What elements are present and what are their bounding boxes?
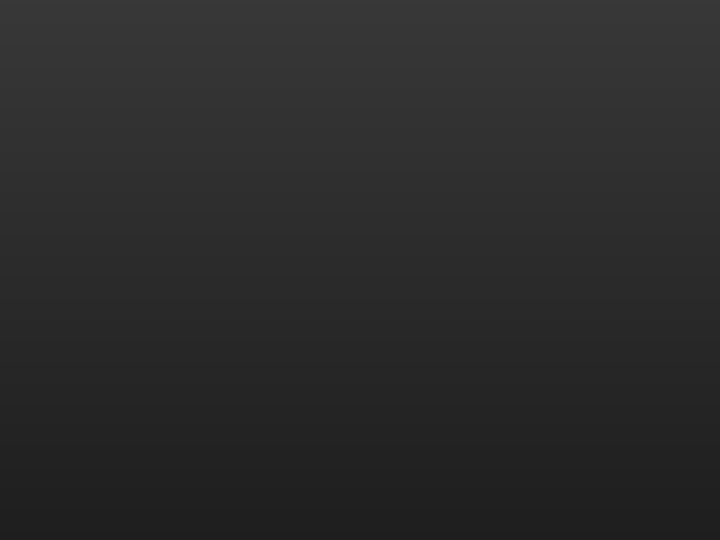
Text: Aspidophyline (9): Aspidophyline (9) bbox=[559, 463, 644, 473]
Text: H₃CO: H₃CO bbox=[67, 321, 87, 329]
Text: NH: NH bbox=[119, 166, 130, 176]
Text: R₁ = H, R₂ = CHO: R₁ = H, R₂ = CHO bbox=[559, 448, 644, 458]
Text: H: H bbox=[500, 349, 506, 355]
Text: H: H bbox=[498, 167, 503, 173]
Text: acetate hydrolysis: acetate hydrolysis bbox=[204, 230, 356, 248]
Text: N: N bbox=[516, 195, 522, 205]
Text: O: O bbox=[523, 323, 530, 333]
Text: R₂: R₂ bbox=[469, 390, 477, 400]
Text: O: O bbox=[479, 388, 485, 396]
Text: Family Structure of akuammiline: Family Structure of akuammiline bbox=[52, 20, 618, 51]
Text: N: N bbox=[479, 206, 485, 214]
Text: R = CH₂OAc  Picraline (3): R = CH₂OAc Picraline (3) bbox=[22, 457, 146, 467]
Text: NH: NH bbox=[521, 383, 532, 393]
Text: Additional loss of: Additional loss of bbox=[427, 448, 569, 466]
Text: H: H bbox=[114, 180, 120, 186]
Text: O: O bbox=[523, 141, 530, 151]
Text: R₁: R₁ bbox=[508, 349, 517, 359]
Text: O: O bbox=[86, 247, 93, 256]
Text: the acetoxymethyl: the acetoxymethyl bbox=[427, 464, 583, 482]
Text: H: H bbox=[526, 375, 531, 381]
Text: Strictamine (6) (R = H): Strictamine (6) (R = H) bbox=[552, 243, 665, 253]
Text: R: R bbox=[109, 349, 114, 359]
Text: H: H bbox=[459, 175, 464, 181]
Text: NH: NH bbox=[85, 381, 96, 390]
Text: Aspidodasycarpine (8): Aspidodasycarpine (8) bbox=[559, 433, 667, 443]
Text: 16: 16 bbox=[92, 231, 100, 235]
Text: Geissoschizine (5): Geissoschizine (5) bbox=[66, 260, 154, 270]
Text: alkaloids: alkaloids bbox=[258, 48, 412, 79]
Text: Akuammiline (7) (R = CH₂OAc): Akuammiline (7) (R = CH₂OAc) bbox=[552, 257, 702, 267]
Text: 4: 4 bbox=[647, 512, 657, 530]
Text: N: N bbox=[469, 377, 476, 387]
Text: H: H bbox=[109, 190, 114, 196]
Text: O: O bbox=[122, 323, 129, 333]
Text: OH: OH bbox=[61, 240, 74, 249]
Text: OCH₃: OCH₃ bbox=[143, 233, 162, 241]
Text: N: N bbox=[81, 183, 87, 192]
Text: H₃CO: H₃CO bbox=[468, 321, 487, 329]
Text: H₃CO: H₃CO bbox=[468, 138, 487, 147]
Text: R: R bbox=[510, 167, 516, 177]
Text: R₁ = CH₂OH, R₂ = H: R₁ = CH₂OH, R₂ = H bbox=[559, 418, 655, 428]
Text: O: O bbox=[78, 395, 85, 404]
Text: oxidation: oxidation bbox=[260, 320, 337, 338]
Text: deformylation: deformylation bbox=[222, 248, 338, 266]
Text: H: H bbox=[100, 349, 105, 355]
Text: R = H       Picrinine (4): R = H Picrinine (4) bbox=[22, 472, 132, 482]
Text: N: N bbox=[60, 368, 66, 376]
Text: hydrolysis: hydrolysis bbox=[256, 340, 341, 358]
